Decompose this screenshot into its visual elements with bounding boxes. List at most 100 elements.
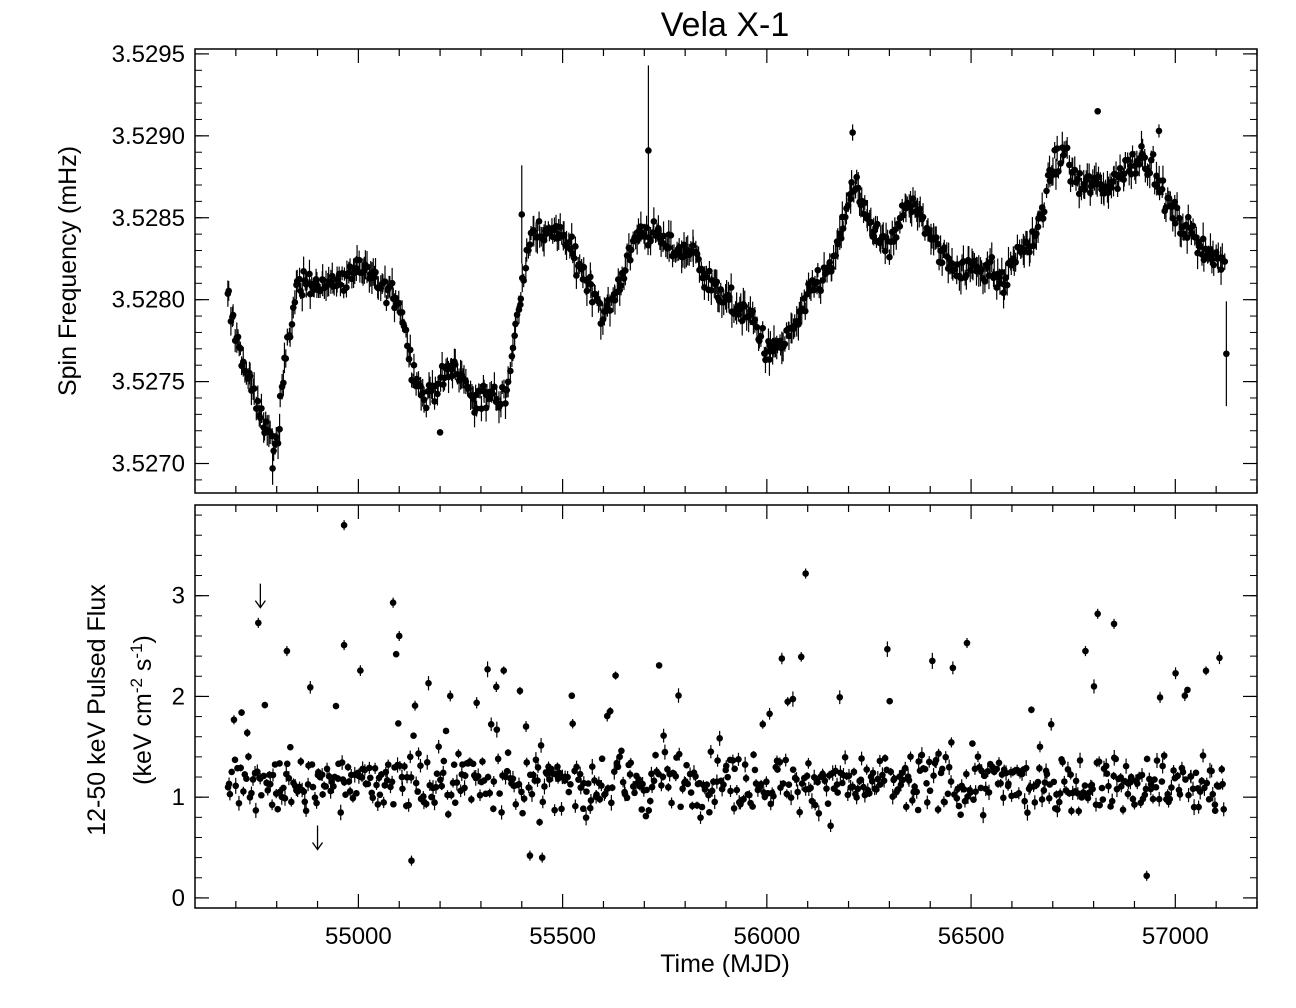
data-point [1127,778,1134,786]
data-point [340,641,348,649]
data-point [821,777,829,785]
data-point [258,405,265,412]
data-point [1211,801,1219,808]
data-point [493,726,501,733]
data-point [606,307,614,314]
data-point [306,290,314,298]
data-point [468,796,475,803]
data-point [1155,127,1163,135]
data-point [1036,743,1044,751]
data-point [841,213,849,221]
pulsed-flux-points [224,520,1228,881]
data-point [873,786,880,793]
data-point [1094,107,1101,115]
data-point [759,720,767,728]
data-point [868,777,876,785]
data-point [901,764,909,772]
data-point [332,702,340,710]
data-point [602,790,609,798]
data-point [484,666,491,673]
data-point [857,776,865,784]
data-point [1103,770,1111,777]
data-point [345,778,353,785]
data-point [410,732,417,739]
x-tick-label: 56000 [733,923,800,950]
data-point [919,213,927,221]
data-point [1210,261,1218,269]
upper-limit-arrow [312,825,324,851]
data-point [639,780,646,788]
data-point [237,764,245,772]
data-point [1195,803,1202,811]
data-point [610,768,618,775]
data-point [1002,769,1010,777]
data-point [346,263,354,271]
data-point [1220,806,1228,813]
data-point [344,763,352,771]
data-point [1076,170,1084,177]
data-point [1098,784,1106,792]
data-point [473,405,480,412]
data-point [849,129,856,136]
data-point [304,781,312,788]
data-point [617,282,625,289]
data-point [1182,776,1189,783]
data-point [1034,223,1042,231]
data-point [366,764,373,772]
data-point [357,667,364,674]
data-point [916,205,924,213]
data-point [300,788,308,795]
data-point [322,783,330,790]
data-point [707,748,715,755]
data-point [415,750,422,757]
data-point [648,770,655,778]
data-point [631,789,638,797]
data-point [880,777,888,784]
data-point [995,759,1003,767]
data-point [623,794,631,802]
data-point [1105,782,1112,790]
data-point [229,311,237,319]
data-point [1053,145,1061,152]
data-point [1138,771,1146,779]
data-point [1024,809,1031,817]
data-point [256,414,264,422]
data-point [231,756,239,764]
data-point [1110,620,1118,628]
data-point [948,739,955,746]
data-point [963,639,971,647]
data-point [569,720,576,728]
data-point [543,770,551,777]
data-point [785,781,793,788]
data-point [237,345,244,352]
data-point [793,776,800,783]
data-point [763,778,770,786]
data-point [796,808,803,816]
data-point [650,218,658,225]
data-point [897,781,905,789]
data-point [716,735,723,742]
data-point [978,266,985,273]
data-point [967,789,974,796]
data-point [238,709,245,716]
data-point [902,803,910,811]
data-point [1084,794,1092,802]
data-point [428,387,435,395]
data-point [1205,795,1213,803]
data-point [802,570,809,577]
data-point [490,778,498,785]
data-point [650,777,658,785]
data-point [858,755,865,762]
data-point [811,801,819,809]
data-point [464,385,472,392]
data-point [585,780,592,787]
data-point [587,281,595,288]
pulsed-flux-panel: 55000 55500 56000 56500 57000 0 1 2 3 12-50 keV … [83,504,1258,978]
data-point [453,779,461,786]
data-point [509,344,517,352]
data-point [395,720,402,727]
data-point [1072,777,1080,785]
data-point [611,297,619,304]
data-point [981,278,989,285]
data-point [406,346,414,354]
